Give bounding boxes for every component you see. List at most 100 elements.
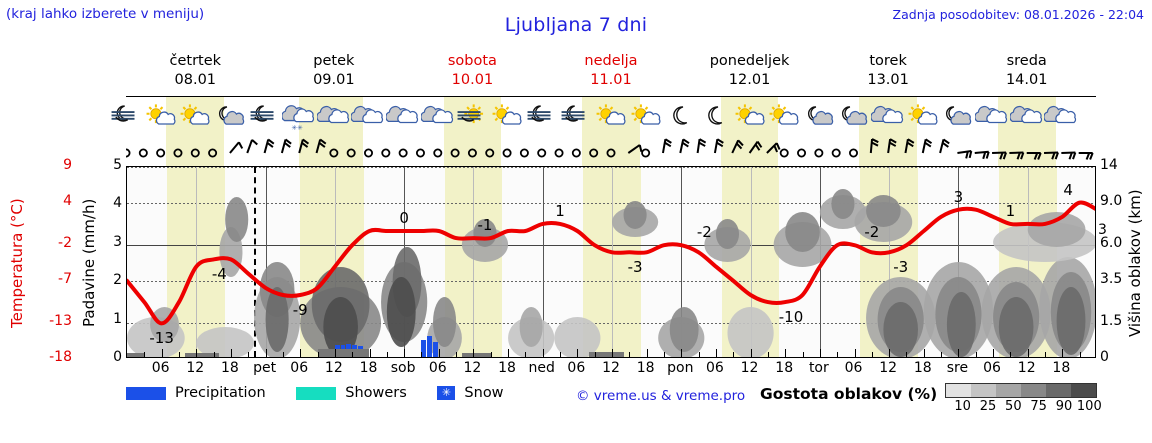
axis-tick-mark	[1027, 349, 1029, 357]
axis-tick-mark	[369, 349, 371, 357]
time-tick: 06	[290, 360, 309, 376]
cloud-density-blob	[323, 297, 358, 357]
weather-icon-sun-cloud	[732, 97, 767, 139]
day-name: sreda	[1006, 53, 1047, 69]
axis-tick-mark	[334, 349, 336, 357]
axis-tick-mark	[404, 349, 406, 357]
wind-calm-symbol	[849, 148, 859, 158]
cloudheight-tick: 6.0	[1100, 235, 1123, 252]
cloudheight-tick: 0	[1100, 349, 1109, 365]
snow-bar	[433, 341, 438, 357]
low-cloud-base-strip	[127, 353, 145, 357]
weather-icon-moon-cloud	[802, 97, 837, 139]
wind-barb-feather	[238, 141, 244, 149]
wind-barb-feather	[871, 141, 879, 147]
cloud-density-blob	[669, 307, 699, 352]
axis-tick-mark	[906, 352, 908, 357]
cloud-density-tick: 10	[954, 399, 971, 414]
wind-barb-feather	[1085, 152, 1091, 160]
vertical-gridline	[958, 167, 959, 357]
axis-tick-mark	[1010, 352, 1012, 357]
precipitation-tick: 3	[113, 233, 122, 250]
axis-tick-mark	[542, 349, 544, 357]
axis-tick-mark	[508, 349, 510, 357]
axis-tick-mark	[248, 352, 250, 357]
snow-bar	[427, 335, 432, 357]
day-header-4: nedelja 11.01	[542, 52, 681, 94]
day-name: torek	[869, 53, 907, 69]
weather-icon-sun-cloud	[594, 97, 629, 139]
axis-tick-mark	[802, 352, 804, 357]
wind-barb-feather	[889, 138, 897, 144]
axis-tick-mark	[594, 352, 596, 357]
wind-calm-symbol	[363, 148, 373, 158]
credit-link[interactable]: © vreme.us & vreme.pro	[576, 388, 746, 404]
axis-tick-mark	[282, 352, 284, 357]
day-header-row: četrtek 08.01 petek 09.01 sobota 10.01 nedelja…	[126, 52, 1096, 94]
axis-tick-mark	[993, 349, 995, 357]
daylight-band-1	[166, 138, 225, 166]
wind-barb-feather	[985, 151, 990, 159]
wind-calm-symbol	[641, 148, 651, 158]
vertical-gridline	[751, 167, 752, 357]
wind-barb-feather	[1002, 152, 1008, 160]
axis-tick-mark	[178, 352, 180, 357]
wind-barb-feather	[301, 142, 309, 148]
wind-barb-feather	[965, 151, 969, 159]
weather-icon-cloud	[351, 97, 386, 139]
cloud-density-blob	[998, 297, 1034, 357]
cloud-density-segment	[946, 384, 971, 397]
vertical-gridline	[266, 167, 267, 357]
wind-calm-symbol	[381, 148, 391, 158]
location-hint[interactable]: (kraj lahko izberete v meniju)	[6, 6, 205, 22]
weather-icon-cloud	[316, 97, 352, 139]
weather-icon-moon-cloud	[836, 97, 871, 139]
cloud-density-tick: 75	[1030, 399, 1047, 414]
cloud-density-blob	[519, 307, 543, 347]
wind-calm-symbol	[138, 148, 148, 158]
temperature-tick: 4	[63, 192, 72, 209]
wind-barb-feather	[1016, 152, 1021, 160]
snow-bar	[421, 339, 427, 357]
axis-tick-mark	[698, 352, 700, 357]
cloud-density-segment	[971, 384, 996, 397]
wind-calm-symbol	[467, 148, 477, 158]
weather-icon-fog-moon	[109, 97, 144, 139]
weather-icon-moon-cloud	[940, 97, 975, 139]
wind-barb-shaft	[696, 138, 701, 154]
temperature-value-label: -9	[292, 301, 308, 319]
vertical-gridline	[335, 167, 336, 357]
axis-tick-mark	[871, 352, 873, 357]
axis-tick-mark	[490, 352, 492, 357]
temperature-value-label: -2	[864, 223, 880, 242]
wind-barb-feather	[968, 150, 973, 159]
time-tick: 12	[324, 360, 343, 376]
time-tick: 06	[983, 360, 1001, 376]
wind-barb-shaft	[263, 139, 270, 154]
vertical-gridline	[1028, 167, 1029, 357]
wind-calm-symbol	[346, 148, 356, 158]
wind-barb-feather	[999, 152, 1004, 160]
wind-calm-symbol	[126, 148, 131, 158]
horizontal-gridline	[127, 167, 1095, 168]
weather-icon-moon	[663, 97, 698, 139]
time-tick: 06	[844, 360, 863, 376]
vertical-gridline	[889, 167, 890, 357]
weather-icon-cloud	[871, 97, 906, 139]
axis-tick-mark	[819, 349, 821, 357]
wind-barb-shaft	[246, 139, 253, 154]
axis-tick-mark	[560, 352, 562, 357]
horizontal-gridline	[127, 245, 1095, 246]
wind-barb-feather	[756, 140, 763, 148]
cloud-density-blob	[196, 327, 255, 357]
wind-barb-feather	[907, 138, 915, 144]
axis-tick-mark	[352, 352, 354, 357]
time-tick: 06	[706, 360, 724, 376]
snowflake-icon: ✳	[437, 386, 456, 400]
wind-calm-symbol	[433, 148, 443, 158]
horizontal-gridline	[127, 281, 1095, 282]
wind-barb-feather	[775, 142, 781, 150]
temperature-value-label: -10	[778, 308, 804, 327]
axis-tick-mark	[767, 352, 769, 357]
precipitation-tick: 0	[113, 349, 122, 365]
